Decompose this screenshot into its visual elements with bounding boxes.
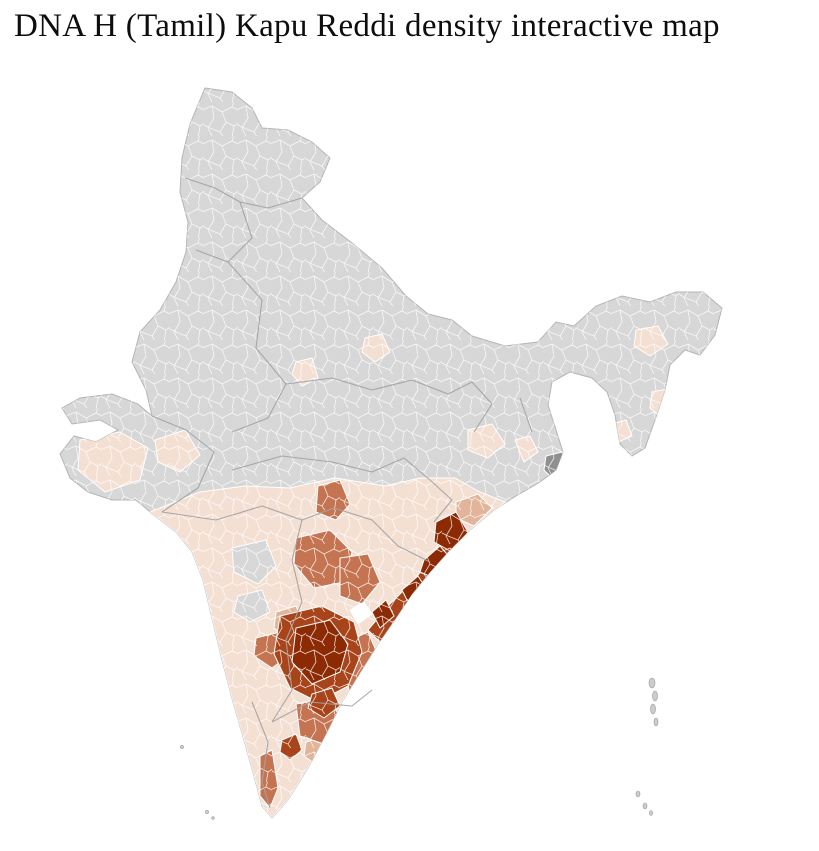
page-title: DNA H (Tamil) Kapu Reddi density interac… bbox=[14, 8, 720, 44]
density-regions bbox=[60, 88, 722, 818]
district-borders-texture bbox=[60, 88, 722, 818]
state-borders bbox=[151, 177, 533, 809]
andaman-nicobar-islands[interactable] bbox=[635, 677, 659, 816]
lakshadweep-islands[interactable] bbox=[180, 745, 215, 820]
